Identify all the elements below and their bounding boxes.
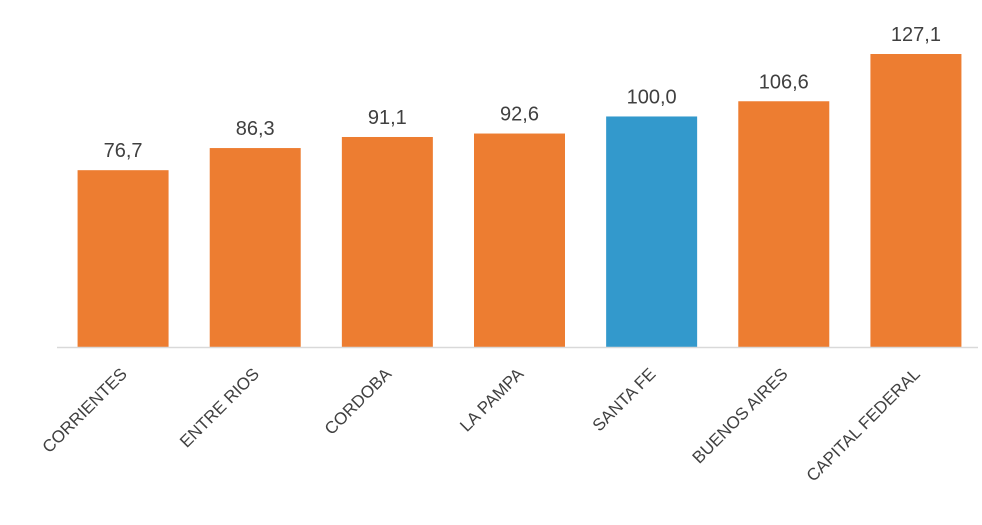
value-label: 100,0 bbox=[627, 86, 677, 108]
bars-group bbox=[77, 54, 962, 348]
value-label: 127,1 bbox=[891, 24, 941, 46]
category-label: CORDOBA bbox=[321, 364, 396, 439]
category-label: CAPITAL FEDERAL bbox=[803, 364, 924, 485]
category-label: ENTRE RIOS bbox=[176, 364, 263, 451]
bar-cordoba bbox=[341, 136, 433, 347]
value-label: 91,1 bbox=[368, 107, 407, 129]
bar-la-pampa bbox=[474, 133, 565, 347]
value-label: 92,6 bbox=[500, 104, 539, 126]
value-label: 76,7 bbox=[104, 140, 143, 162]
value-label: 106,6 bbox=[759, 71, 809, 93]
category-label: CORRIENTES bbox=[39, 364, 131, 456]
category-label: SANTA FE bbox=[589, 364, 660, 435]
value-labels-group: 76,7 86,3 91,1 92,6 100,0 106,6 127,1 bbox=[104, 24, 941, 162]
category-label: BUENOS AIRES bbox=[689, 364, 792, 467]
value-label: 86,3 bbox=[236, 118, 275, 140]
bar-buenos-aires bbox=[738, 101, 830, 348]
bar-capital-federal bbox=[870, 54, 962, 347]
bar-santa-fe bbox=[606, 116, 698, 347]
bar-entre-rios bbox=[209, 148, 301, 347]
category-label: LA PAMPA bbox=[456, 364, 528, 436]
bar-corrientes bbox=[77, 170, 169, 347]
category-labels-group: CORRIENTES ENTRE RIOS CORDOBA LA PAMPA SANTA… bbox=[39, 364, 924, 485]
